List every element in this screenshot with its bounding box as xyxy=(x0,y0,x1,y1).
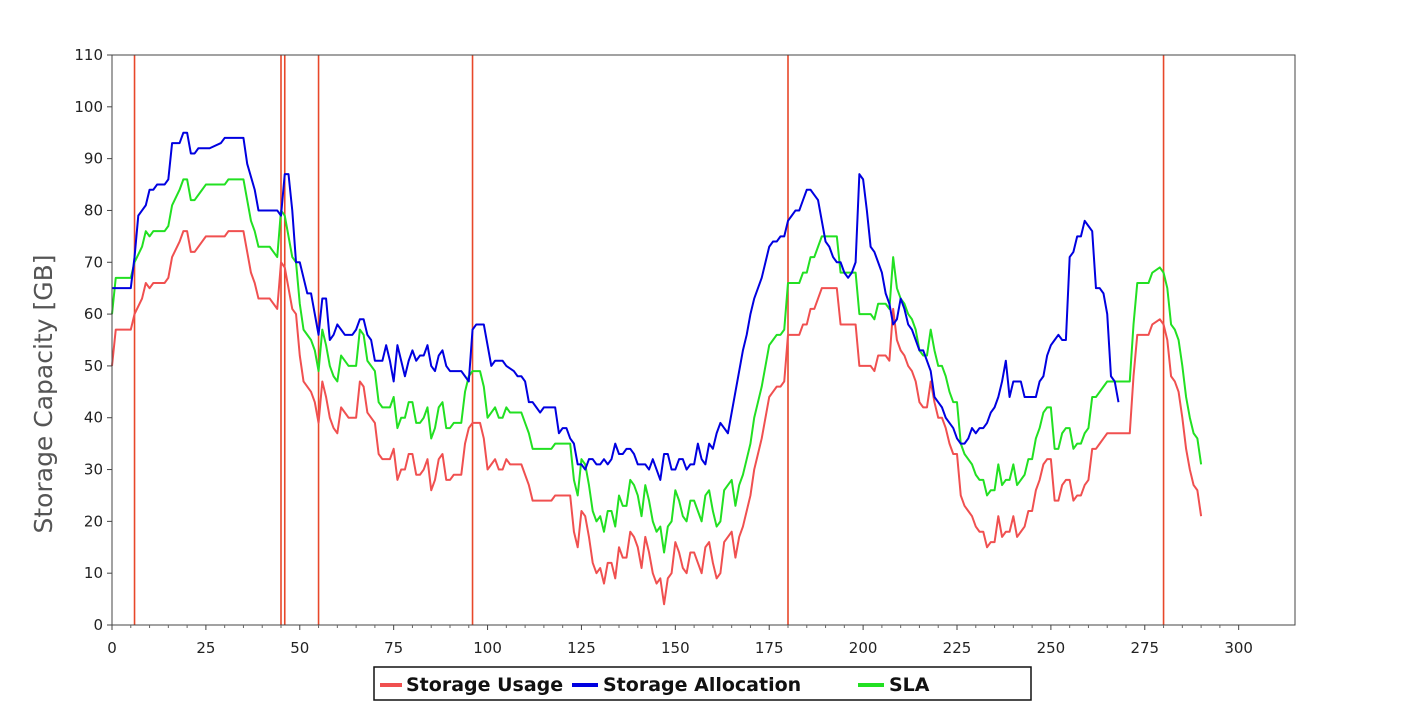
plot-area-frame xyxy=(111,54,1296,626)
legend-item-storage-allocation: Storage Allocation xyxy=(572,674,801,696)
y-tick-label: 70 xyxy=(84,253,103,271)
series-line-sla xyxy=(111,178,1203,554)
x-tick-label: 100 xyxy=(473,639,502,657)
x-tick-label: 25 xyxy=(196,639,215,657)
x-tick-label: 300 xyxy=(1224,639,1253,657)
y-tick-label: 10 xyxy=(84,564,103,582)
legend-label-storage-allocation: Storage Allocation xyxy=(603,674,801,696)
vertical-marker-group xyxy=(133,55,1165,625)
y-tick-label: 90 xyxy=(84,150,103,168)
y-axis: 0 10 20 30 40 50 60 70 80 90 100 110 xyxy=(74,46,112,634)
chart-legend: Storage Usage Storage Allocation SLA xyxy=(373,666,1032,701)
series-line-storage-usage xyxy=(111,230,1203,606)
legend-item-storage-usage: Storage Usage xyxy=(380,674,563,696)
y-tick-label: 30 xyxy=(84,461,103,479)
x-tick-label: 50 xyxy=(290,639,309,657)
series-line-storage-allocation xyxy=(112,131,1120,481)
y-tick-label: 80 xyxy=(84,201,103,219)
x-tick-label: 75 xyxy=(384,639,403,657)
series-group xyxy=(111,131,1203,606)
y-tick-label: 0 xyxy=(93,616,103,634)
y-tick-label: 50 xyxy=(84,357,103,375)
y-tick-label: 40 xyxy=(84,409,103,427)
legend-label-sla: SLA xyxy=(889,674,930,696)
legend-item-sla: SLA xyxy=(858,674,930,696)
x-tick-label: 275 xyxy=(1130,639,1159,657)
y-tick-label: 100 xyxy=(74,98,103,116)
y-tick-label: 60 xyxy=(84,305,103,323)
x-tick-label: 125 xyxy=(567,639,596,657)
y-tick-label: 110 xyxy=(74,46,103,64)
x-tick-label: 200 xyxy=(849,639,878,657)
x-tick-label: 150 xyxy=(661,639,690,657)
y-axis-title: Storage Capacity [GB] xyxy=(29,255,58,534)
x-tick-label: 250 xyxy=(1037,639,1066,657)
y-tick-label: 20 xyxy=(84,512,103,530)
legend-box xyxy=(373,666,1032,701)
x-tick-label: 175 xyxy=(755,639,784,657)
legend-label-storage-usage: Storage Usage xyxy=(406,674,563,696)
x-axis: 0 25 50 75 100 125 150 175 200 225 250 275 300 xyxy=(107,625,1253,657)
x-tick-label: 225 xyxy=(943,639,972,657)
x-tick-label: 0 xyxy=(107,639,117,657)
